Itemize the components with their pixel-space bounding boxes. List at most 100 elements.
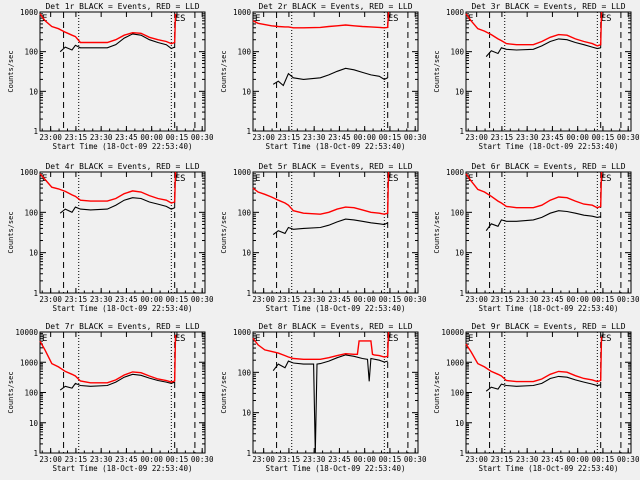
panel-title: Det 9r BLACK = Events, RED = LLD xyxy=(471,322,625,331)
y-axis-label: Counts/sec xyxy=(7,371,15,413)
x-axis-label: Start Time (18-Oct-09 22:53:40) xyxy=(53,304,193,313)
end-marker-label: ES xyxy=(601,14,612,24)
x-tick-label: 00:30 xyxy=(191,133,214,142)
panel-det-5: Det 5r BLACK = Events, RED = LLD 1 10 100 10… xyxy=(220,162,427,313)
x-tick-label: 00:00 xyxy=(140,133,163,142)
end-marker-label: ES xyxy=(388,14,399,24)
panel-det-4: Det 4r BLACK = Events, RED = LLD 1 10 100 10… xyxy=(7,162,214,313)
x-axis-label: Start Time (18-Oct-09 22:53:40) xyxy=(479,464,619,473)
plot-frame xyxy=(252,11,419,132)
plot-frame xyxy=(465,171,632,294)
x-tick-label: 23:15 xyxy=(65,455,88,464)
x-tick-label: 23:00 xyxy=(39,455,62,464)
start-marker-label: E xyxy=(255,174,260,184)
y-tick-label: 1000 xyxy=(446,168,465,177)
y-tick-label: 10000 xyxy=(441,328,464,337)
y-axis-label: Counts/sec xyxy=(220,371,228,413)
x-tick-label: 23:30 xyxy=(303,455,326,464)
y-tick-label: 1000 xyxy=(446,358,465,367)
x-tick-label: 23:45 xyxy=(328,295,351,304)
end-marker-label: ES xyxy=(388,334,399,344)
y-tick-label: 1 xyxy=(459,449,464,458)
x-tick-label: 00:15 xyxy=(166,133,189,142)
events-series-line xyxy=(485,38,601,57)
x-tick-label: 00:00 xyxy=(353,133,376,142)
end-marker-label: ES xyxy=(601,334,612,344)
x-tick-label: 23:30 xyxy=(90,295,113,304)
lld-series-line xyxy=(39,13,177,45)
y-tick-label: 10000 xyxy=(15,328,38,337)
y-tick-label: 10 xyxy=(242,409,252,418)
panel-det-8: Det 8r BLACK = Events, RED = LLD 1 10 100 10… xyxy=(220,322,427,473)
x-tick-label: 23:00 xyxy=(465,295,488,304)
y-tick-label: 1000 xyxy=(233,328,252,337)
x-tick-label: 00:00 xyxy=(353,295,376,304)
x-tick-label: 00:15 xyxy=(379,455,402,464)
x-tick-label: 23:45 xyxy=(541,133,564,142)
x-tick-label: 00:30 xyxy=(617,133,640,142)
x-tick-label: 23:45 xyxy=(328,133,351,142)
events-series-line xyxy=(272,354,388,454)
y-tick-label: 1000 xyxy=(446,8,465,17)
plot-frame xyxy=(465,11,632,132)
y-tick-label: 100 xyxy=(450,48,464,57)
y-tick-label: 1 xyxy=(246,127,251,136)
x-axis-label: Start Time (18-Oct-09 22:53:40) xyxy=(266,304,406,313)
lld-series-line xyxy=(39,171,177,204)
end-marker-label: ES xyxy=(175,14,186,24)
y-tick-label: 100 xyxy=(450,208,464,217)
y-tick-label: 100 xyxy=(24,389,38,398)
events-series-line xyxy=(59,373,175,391)
x-tick-label: 23:15 xyxy=(65,295,88,304)
events-series-line xyxy=(272,218,388,236)
y-tick-label: 1 xyxy=(459,127,464,136)
lld-series-line xyxy=(465,336,603,383)
panel-title: Det 7r BLACK = Events, RED = LLD xyxy=(45,322,199,331)
events-series-line xyxy=(59,197,175,214)
x-tick-label: 23:15 xyxy=(491,455,514,464)
y-tick-label: 1 xyxy=(33,127,38,136)
x-tick-label: 23:00 xyxy=(252,133,275,142)
x-axis-label: Start Time (18-Oct-09 22:53:40) xyxy=(53,142,193,151)
x-tick-label: 00:15 xyxy=(379,133,402,142)
x-tick-label: 00:00 xyxy=(140,455,163,464)
y-tick-label: 10 xyxy=(455,87,465,96)
panel-det-7: Det 7r BLACK = Events, RED = LLD 1 10 100 10… xyxy=(7,322,214,473)
panel-title: Det 6r BLACK = Events, RED = LLD xyxy=(471,162,625,171)
x-tick-label: 23:30 xyxy=(303,133,326,142)
start-marker-label: E xyxy=(468,174,473,184)
y-tick-label: 100 xyxy=(24,208,38,217)
x-tick-label: 23:00 xyxy=(39,133,62,142)
y-tick-label: 10 xyxy=(455,249,465,258)
y-tick-label: 1 xyxy=(459,289,464,298)
panel-title: Det 1r BLACK = Events, RED = LLD xyxy=(45,2,199,11)
x-tick-label: 00:15 xyxy=(166,455,189,464)
lld-series-line xyxy=(252,171,390,215)
panel-title: Det 4r BLACK = Events, RED = LLD xyxy=(45,162,199,171)
x-tick-label: 23:00 xyxy=(465,455,488,464)
x-axis-label: Start Time (18-Oct-09 22:53:40) xyxy=(266,142,406,151)
panel-det-3: Det 3r BLACK = Events, RED = LLD 1 10 100 10… xyxy=(433,2,640,151)
y-tick-label: 100 xyxy=(237,48,251,57)
start-marker-label: E xyxy=(468,14,473,24)
x-tick-label: 00:00 xyxy=(353,455,376,464)
x-tick-label: 00:15 xyxy=(166,295,189,304)
x-tick-label: 23:00 xyxy=(465,133,488,142)
panels-group: Det 1r BLACK = Events, RED = LLD11010010… xyxy=(7,2,640,473)
x-tick-label: 00:15 xyxy=(592,295,615,304)
panel-det-1: Det 1r BLACK = Events, RED = LLD 1 10 100 10… xyxy=(7,2,214,151)
x-tick-label: 23:30 xyxy=(303,295,326,304)
x-tick-label: 23:30 xyxy=(90,455,113,464)
x-tick-label: 00:15 xyxy=(592,133,615,142)
panel-title: Det 3r BLACK = Events, RED = LLD xyxy=(471,2,625,11)
y-tick-label: 1 xyxy=(33,289,38,298)
x-tick-label: 00:30 xyxy=(404,133,427,142)
y-axis-label: Counts/sec xyxy=(433,50,441,92)
y-tick-label: 1000 xyxy=(20,8,39,17)
y-tick-label: 10 xyxy=(242,249,252,258)
start-marker-label: E xyxy=(255,14,260,24)
x-tick-label: 23:30 xyxy=(516,295,539,304)
y-tick-label: 1000 xyxy=(20,168,39,177)
